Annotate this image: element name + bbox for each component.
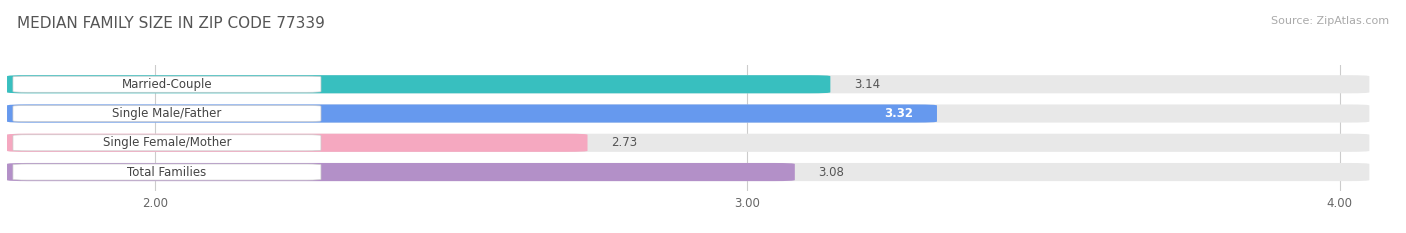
- Text: MEDIAN FAMILY SIZE IN ZIP CODE 77339: MEDIAN FAMILY SIZE IN ZIP CODE 77339: [17, 16, 325, 31]
- FancyBboxPatch shape: [7, 75, 831, 93]
- Text: Married-Couple: Married-Couple: [122, 78, 212, 91]
- Text: Single Female/Mother: Single Female/Mother: [103, 136, 231, 149]
- FancyBboxPatch shape: [7, 163, 1369, 181]
- FancyBboxPatch shape: [7, 104, 1369, 123]
- FancyBboxPatch shape: [7, 134, 1369, 152]
- FancyBboxPatch shape: [13, 164, 321, 180]
- FancyBboxPatch shape: [13, 135, 321, 151]
- FancyBboxPatch shape: [13, 76, 321, 92]
- Text: Total Families: Total Families: [128, 165, 207, 178]
- FancyBboxPatch shape: [7, 104, 936, 123]
- FancyBboxPatch shape: [7, 163, 794, 181]
- FancyBboxPatch shape: [7, 75, 1369, 93]
- Text: 3.08: 3.08: [818, 165, 845, 178]
- Text: 3.14: 3.14: [853, 78, 880, 91]
- Text: Single Male/Father: Single Male/Father: [112, 107, 222, 120]
- FancyBboxPatch shape: [13, 106, 321, 122]
- Text: Source: ZipAtlas.com: Source: ZipAtlas.com: [1271, 16, 1389, 26]
- Text: 3.32: 3.32: [884, 107, 914, 120]
- FancyBboxPatch shape: [7, 134, 588, 152]
- Text: 2.73: 2.73: [612, 136, 637, 149]
